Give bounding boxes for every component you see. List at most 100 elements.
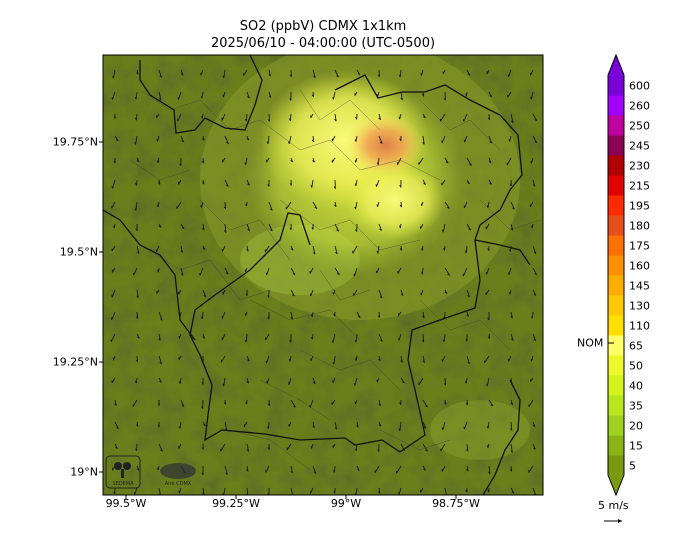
wind-vector-head bbox=[290, 248, 294, 251]
wind-vector-head bbox=[314, 206, 318, 209]
wind-vector-head bbox=[247, 96, 250, 99]
municipal-boundaries bbox=[129, 89, 541, 471]
wind-vector bbox=[532, 289, 537, 296]
wind-vector bbox=[400, 355, 403, 363]
wind-vector-head bbox=[354, 159, 357, 163]
colorbar-tick-label: 50 bbox=[629, 359, 643, 373]
wind-vector bbox=[463, 201, 468, 209]
wind-vector-head bbox=[156, 138, 158, 142]
wind-vector bbox=[378, 69, 380, 77]
wind-reference-arrow bbox=[604, 519, 622, 523]
wind-vector-head bbox=[290, 159, 293, 163]
wind-vector-head bbox=[488, 160, 492, 164]
wind-vector bbox=[245, 333, 248, 343]
wind-vector-head bbox=[267, 493, 270, 495]
wind-vector-head bbox=[354, 139, 357, 142]
wind-vector bbox=[377, 245, 380, 254]
wind-vector bbox=[158, 443, 163, 452]
wind-vector bbox=[378, 223, 382, 231]
wind-vector-head bbox=[201, 182, 205, 185]
x-tick-label: 98.75°W bbox=[432, 497, 480, 510]
wind-vector-head bbox=[510, 428, 513, 431]
wind-vector-head bbox=[247, 359, 250, 362]
wind-vector-head bbox=[247, 228, 250, 232]
wind-vector bbox=[265, 333, 270, 341]
wind-vector-head bbox=[377, 315, 380, 318]
wind-vector bbox=[135, 91, 138, 100]
wind-vector-head bbox=[402, 448, 405, 451]
wind-vector bbox=[268, 69, 271, 77]
wind-vector-head bbox=[377, 491, 381, 494]
wind-vector-head bbox=[377, 74, 380, 77]
wind-vector-head bbox=[310, 184, 313, 188]
wind-vector bbox=[444, 157, 449, 164]
wind-vector-head bbox=[443, 402, 447, 405]
wind-vector bbox=[486, 267, 490, 275]
wind-vector bbox=[462, 267, 468, 277]
wind-vector bbox=[266, 355, 270, 364]
wind-vector bbox=[224, 421, 228, 431]
wind-vector-head bbox=[400, 293, 404, 296]
wind-vector bbox=[464, 135, 468, 143]
wind-vector-head bbox=[399, 184, 402, 188]
wind-vector-head bbox=[467, 295, 470, 298]
wind-vector-head bbox=[201, 381, 204, 385]
wind-vector-head bbox=[508, 138, 511, 142]
svg-text:SEDEMA: SEDEMA bbox=[112, 481, 134, 487]
wind-vector-head bbox=[310, 445, 313, 449]
wind-vector bbox=[440, 113, 446, 122]
wind-vector bbox=[180, 223, 185, 230]
wind-vector-head bbox=[246, 449, 249, 452]
wind-vector bbox=[377, 157, 380, 165]
wind-vector-head bbox=[353, 383, 356, 386]
wind-vector-head bbox=[201, 472, 204, 476]
wind-vector bbox=[221, 245, 226, 252]
wind-vector-head bbox=[487, 248, 490, 251]
wind-vector-head bbox=[267, 184, 270, 187]
wind-vector-head bbox=[531, 225, 533, 229]
wind-vector bbox=[466, 289, 470, 298]
wind-vector-head bbox=[422, 360, 425, 363]
wind-vector bbox=[311, 179, 314, 188]
wind-vector-head bbox=[222, 94, 224, 98]
wind-vector bbox=[466, 443, 469, 452]
wind-vector bbox=[506, 157, 512, 166]
wind-vector-head bbox=[466, 449, 469, 452]
wind-vector bbox=[334, 113, 337, 122]
wind-vector bbox=[532, 443, 536, 450]
wind-vector bbox=[532, 245, 537, 254]
wind-vector-head bbox=[421, 94, 425, 97]
wind-vector-head bbox=[399, 248, 402, 251]
wind-vector-head bbox=[421, 339, 425, 343]
wind-vector-head bbox=[289, 74, 292, 78]
wind-vector bbox=[485, 223, 490, 230]
wind-vector bbox=[399, 421, 402, 431]
wind-vector bbox=[267, 135, 270, 144]
wind-vector bbox=[355, 201, 358, 210]
wind-vector-head bbox=[332, 470, 335, 473]
wind-vector-head bbox=[290, 470, 293, 474]
wind-vector-head bbox=[510, 315, 513, 319]
wind-vector bbox=[157, 135, 160, 142]
wind-vector-head bbox=[289, 339, 292, 343]
wind-vector-head bbox=[533, 338, 536, 342]
wind-vector bbox=[246, 355, 250, 362]
wind-vector-head bbox=[379, 296, 383, 299]
wind-vector-head bbox=[135, 228, 138, 232]
wind-vector-head bbox=[287, 382, 290, 385]
wind-vector-head bbox=[267, 447, 270, 450]
wind-vector-head bbox=[531, 316, 533, 319]
wind-vector bbox=[510, 113, 514, 123]
wind-vector-head bbox=[157, 269, 159, 273]
y-tick-label: 19.25°N bbox=[52, 355, 98, 369]
wind-vector-head bbox=[136, 160, 140, 163]
wind-vector bbox=[528, 399, 534, 408]
wind-vector bbox=[510, 421, 513, 431]
colorbar-swatch bbox=[608, 255, 624, 276]
wind-vector-head bbox=[160, 318, 163, 321]
wind-vector bbox=[532, 311, 534, 319]
wind-vector bbox=[180, 135, 185, 143]
wind-vector bbox=[201, 311, 204, 320]
wind-vector-head bbox=[312, 252, 316, 255]
wind-vector-head bbox=[134, 142, 137, 145]
